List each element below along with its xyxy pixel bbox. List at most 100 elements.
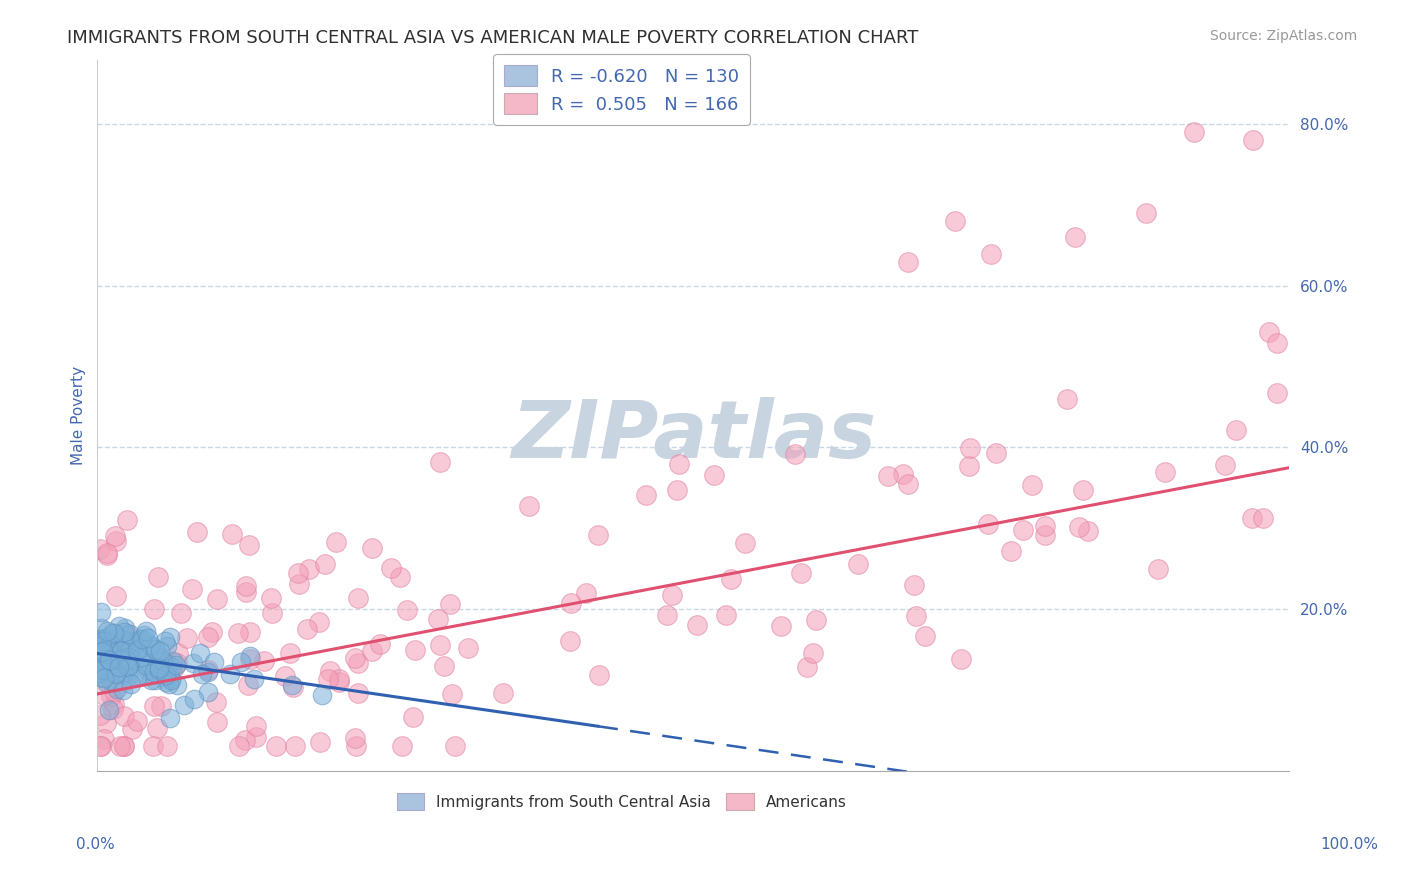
Point — [114, 622, 136, 636]
Point — [97, 640, 120, 655]
Point — [703, 467, 725, 482]
Point — [153, 634, 176, 648]
Point — [101, 646, 124, 660]
Point — [104, 589, 127, 603]
Point — [152, 654, 174, 668]
Point — [117, 657, 139, 672]
Point — [112, 682, 135, 697]
Point — [1225, 424, 1247, 438]
Point — [148, 663, 170, 677]
Point — [280, 646, 302, 660]
Point — [94, 655, 117, 669]
Point — [361, 541, 384, 556]
Point — [89, 632, 111, 646]
Point — [91, 667, 114, 681]
Point — [135, 657, 157, 672]
Point — [93, 653, 115, 667]
Point — [105, 682, 128, 697]
Point — [108, 657, 131, 672]
Point — [136, 644, 159, 658]
Point — [344, 739, 367, 754]
Point — [155, 667, 177, 681]
Point — [96, 676, 118, 690]
Point — [120, 627, 142, 641]
Point — [950, 652, 973, 666]
Point — [346, 686, 368, 700]
Text: Source: ZipAtlas.com: Source: ZipAtlas.com — [1209, 29, 1357, 43]
Point — [655, 607, 678, 622]
Point — [297, 562, 319, 576]
Point — [433, 659, 456, 673]
Point — [115, 653, 138, 667]
Point — [297, 623, 319, 637]
Point — [790, 566, 813, 581]
Point — [380, 561, 402, 575]
Point — [117, 636, 139, 650]
Point — [90, 659, 112, 673]
Point — [517, 499, 540, 513]
Point — [287, 577, 309, 591]
Point — [96, 652, 118, 666]
Point — [98, 648, 121, 662]
Point — [395, 603, 418, 617]
Point — [231, 655, 253, 669]
Point — [136, 631, 159, 645]
Point — [90, 638, 112, 652]
Point — [89, 739, 111, 754]
Legend: Immigrants from South Central Asia, Americans: Immigrants from South Central Asia, Amer… — [391, 787, 853, 816]
Point — [429, 455, 451, 469]
Point — [156, 639, 179, 653]
Point — [785, 448, 807, 462]
Point — [114, 640, 136, 655]
Point — [108, 653, 131, 667]
Point — [636, 488, 658, 502]
Point — [139, 639, 162, 653]
Point — [166, 678, 188, 692]
Point — [135, 663, 157, 677]
Point — [197, 665, 219, 680]
Point — [796, 660, 818, 674]
Point — [89, 639, 111, 653]
Point — [101, 625, 124, 640]
Point — [904, 609, 927, 624]
Point — [89, 661, 111, 675]
Point — [770, 619, 793, 633]
Point — [89, 653, 111, 667]
Point — [104, 652, 127, 666]
Point — [118, 645, 141, 659]
Point — [401, 710, 423, 724]
Point — [429, 638, 451, 652]
Point — [112, 632, 135, 647]
Point — [101, 702, 124, 716]
Point — [143, 665, 166, 680]
Point — [1012, 524, 1035, 538]
Point — [238, 648, 260, 663]
Point — [558, 633, 581, 648]
Point — [129, 649, 152, 664]
Point — [115, 626, 138, 640]
Point — [1067, 520, 1090, 534]
Point — [104, 534, 127, 549]
Point — [97, 653, 120, 667]
Point — [143, 698, 166, 713]
Point — [977, 516, 1000, 531]
Point — [117, 655, 139, 669]
Point — [984, 445, 1007, 459]
Point — [588, 668, 610, 682]
Point — [1153, 465, 1175, 479]
Point — [1257, 325, 1279, 339]
Point — [1135, 206, 1157, 220]
Point — [443, 739, 465, 754]
Point — [308, 615, 330, 629]
Point — [112, 624, 135, 639]
Point — [96, 635, 118, 649]
Point — [97, 664, 120, 678]
Point — [1077, 524, 1099, 538]
Point — [239, 624, 262, 639]
Point — [96, 549, 118, 563]
Point — [235, 579, 257, 593]
Point — [91, 634, 114, 648]
Point — [90, 638, 112, 652]
Point — [804, 613, 827, 627]
Point — [110, 739, 132, 754]
